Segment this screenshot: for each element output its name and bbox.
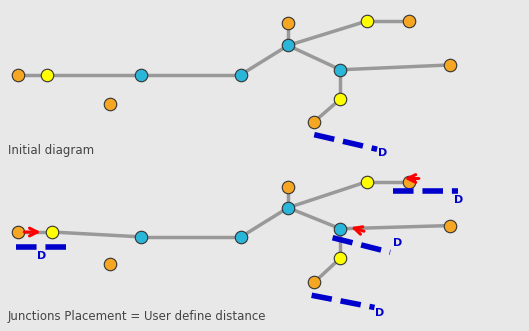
Text: D: D (378, 148, 387, 158)
Text: D: D (394, 238, 403, 248)
Text: Junctions Placement = User define distance: Junctions Placement = User define distan… (8, 310, 267, 323)
Text: D: D (375, 308, 385, 318)
Text: D: D (454, 195, 463, 205)
Text: D: D (38, 251, 47, 260)
Text: Initial diagram: Initial diagram (8, 144, 94, 157)
